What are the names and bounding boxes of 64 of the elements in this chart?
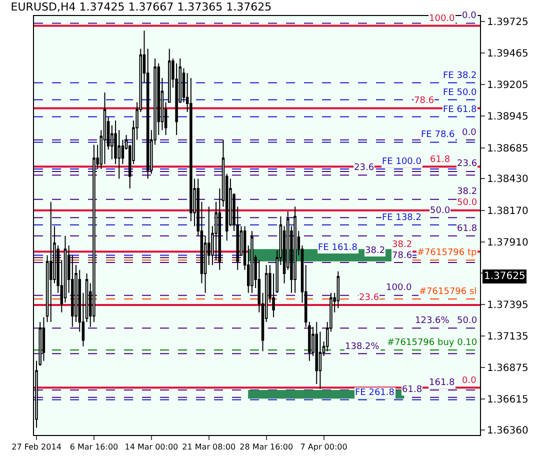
- y-tick-label: 1.39465: [487, 48, 528, 60]
- annotation: FE 50.0: [443, 88, 478, 98]
- annotation: 50.0: [457, 316, 478, 326]
- annotation: 0.0: [462, 376, 477, 386]
- candlestick: [175, 62, 178, 136]
- x-tick-label: 6 Mar 16:00: [70, 442, 118, 452]
- annotation: 78.6: [414, 96, 434, 106]
- y-tick-label: 1.37910: [487, 237, 528, 248]
- annotation: FE 161.8: [318, 243, 358, 253]
- annotation: FE 78.6: [421, 130, 456, 140]
- annotation: 100.0: [429, 14, 456, 24]
- annotation: 1.37625: [484, 271, 526, 282]
- y-tick-label: 1.37135: [487, 332, 528, 343]
- y-tick-label: 1.38685: [487, 143, 528, 154]
- x-tick-label: 14 Mar 00:00: [124, 442, 178, 452]
- annotation: FE 100.0: [382, 157, 422, 167]
- annotation: FE 38.2: [443, 71, 477, 81]
- candlestick: [218, 188, 222, 270]
- annotation: FE 138.2: [382, 213, 422, 223]
- x-tick-label: 21 Mar 08:00: [182, 442, 236, 452]
- x-tick-label: 28 Mar 16:00: [240, 442, 294, 452]
- x-tick-label: 27 Feb 2014: [12, 442, 62, 452]
- candlestick: [85, 272, 88, 323]
- y-tick-label: 1.37395: [487, 300, 528, 311]
- chart-title: EURUSD,H4 1.37425 1.37667 1.37365 1.37625: [10, 0, 272, 14]
- y-tick-label: 1.39725: [487, 16, 528, 28]
- annotation: FE 261.8: [355, 388, 395, 398]
- annotation: 50.0: [430, 206, 450, 216]
- y-tick-label: 1.36875: [487, 363, 528, 374]
- annotation: 61.8: [402, 385, 422, 395]
- annotation: 0.0: [462, 128, 477, 138]
- annotation: 61.8: [430, 155, 450, 165]
- annotation: 78.6: [392, 251, 412, 261]
- y-tick-label: 1.36615: [487, 394, 528, 406]
- annotation: 23.6: [354, 163, 374, 173]
- candlestick: [103, 92, 106, 165]
- y-tick-label: 1.38430: [487, 174, 528, 186]
- annotation: 38.2: [365, 246, 386, 256]
- annotation: 38.2: [457, 187, 478, 197]
- y-tick-label: 1.36360: [487, 426, 528, 437]
- annotation: 161.8: [429, 378, 456, 388]
- annotation: FE 61.8: [443, 105, 478, 115]
- annotation: 138.2%: [345, 342, 380, 352]
- candlestick: [92, 144, 96, 323]
- annotation: 50.0: [457, 198, 478, 208]
- candlestick: [250, 230, 254, 294]
- candlestick: [294, 206, 296, 294]
- y-tick-label: 1.39205: [487, 80, 528, 92]
- annotation: 0.0: [462, 11, 477, 21]
- x-tick-label: 7 Apr 00:00: [300, 442, 348, 452]
- ref-line-label: #7615796 tp: [417, 248, 478, 258]
- y-tick-label: 1.38945: [487, 112, 528, 123]
- candlestick: [190, 77, 192, 222]
- annotation: 23.6: [457, 159, 478, 169]
- annotation: 61.8: [457, 224, 478, 234]
- annotation: 123.6%: [415, 316, 450, 326]
- ref-line-label: #7615796 sl: [419, 287, 477, 297]
- annotation: 38.2: [392, 240, 412, 250]
- ref-line-label: #7615796 buy 0.10: [387, 338, 478, 348]
- y-tick-label: 1.38170: [487, 206, 528, 217]
- annotation: 23.6: [359, 293, 380, 303]
- candlestick: [336, 270, 340, 309]
- annotation: 100.0: [386, 283, 412, 293]
- candlestick: [50, 201, 52, 323]
